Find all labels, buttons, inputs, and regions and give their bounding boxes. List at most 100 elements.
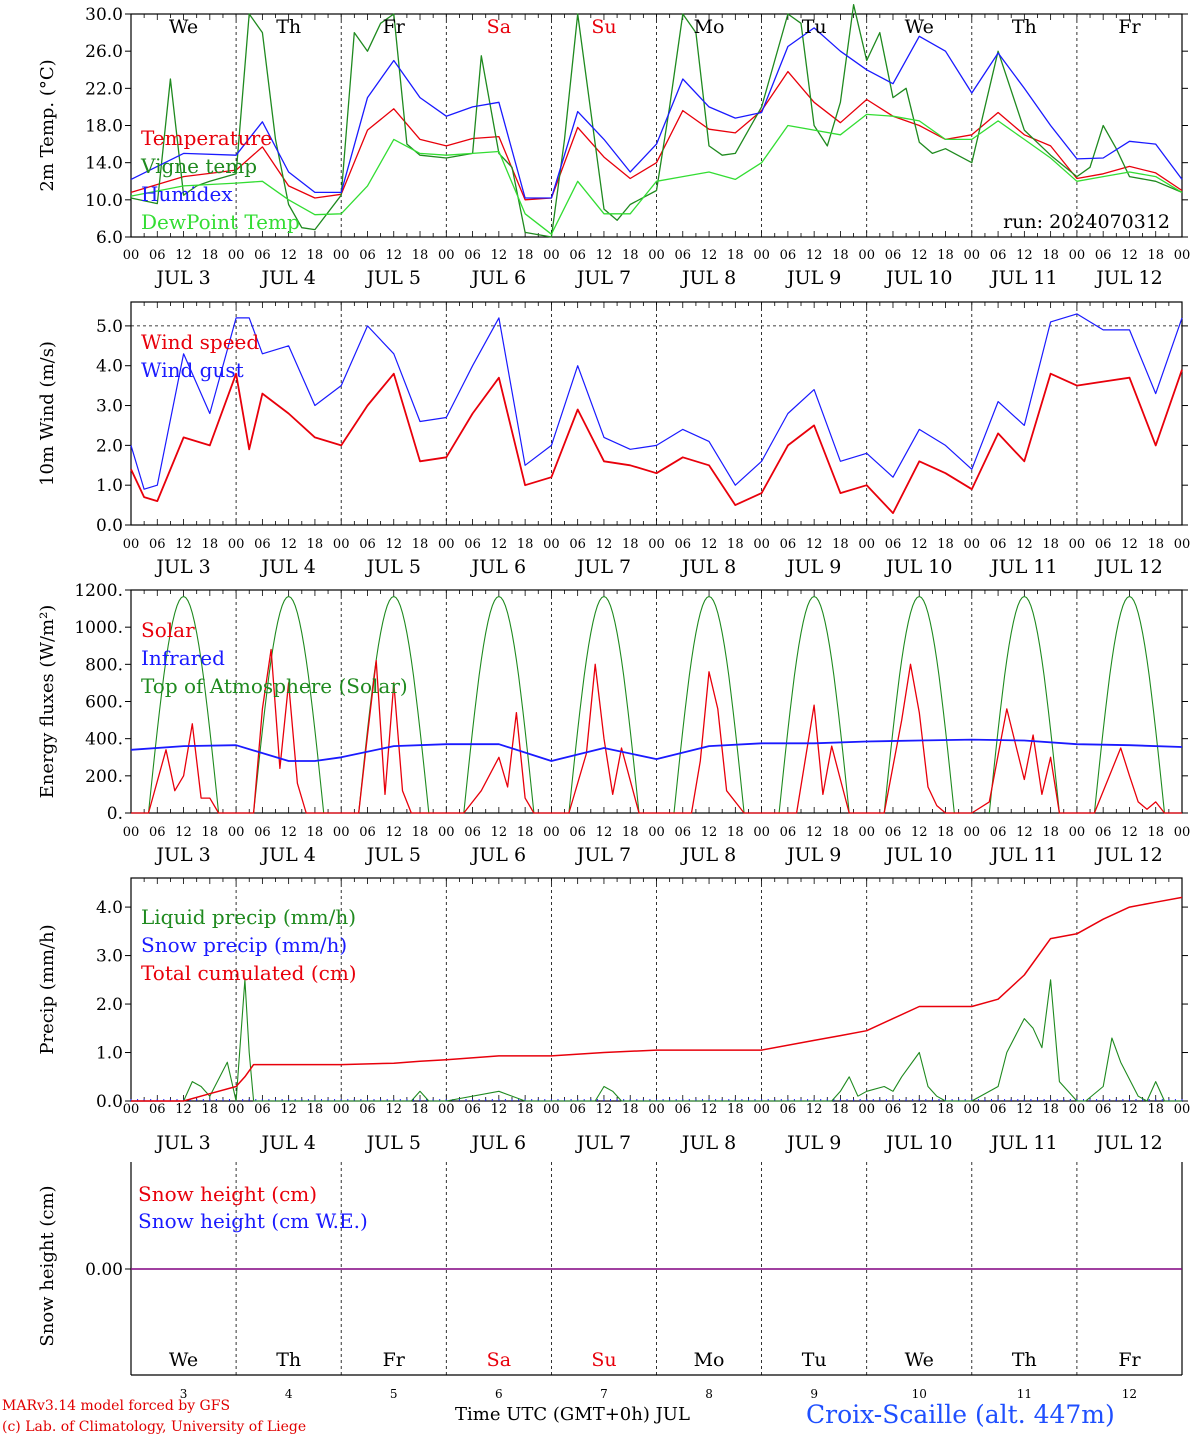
hour-tick-label: 18 xyxy=(517,825,534,840)
hour-tick-label: 18 xyxy=(202,1102,219,1117)
legend-entry: Wind gust xyxy=(141,358,244,382)
hour-tick-label: 06 xyxy=(359,1102,376,1117)
hour-tick-label: 18 xyxy=(307,248,324,263)
series-solar-line xyxy=(131,648,1182,814)
legend-entry: Snow height (cm) xyxy=(138,1182,317,1206)
hour-tick-label: 18 xyxy=(937,248,954,263)
hour-tick-label: 00 xyxy=(1069,1102,1086,1117)
hour-tick-label: 18 xyxy=(937,825,954,840)
hour-tick-label: 06 xyxy=(464,1102,481,1117)
hour-tick-label: 18 xyxy=(727,1102,744,1117)
hour-tick-label: 00 xyxy=(123,1102,140,1117)
y-tick-label: 0.0 xyxy=(96,1092,123,1112)
y-tick-label: 10.0 xyxy=(85,191,123,211)
hour-tick-label: 00 xyxy=(543,537,560,552)
weekday-label: We xyxy=(905,16,934,38)
date-label: JUL 8 xyxy=(680,844,736,866)
hour-tick-label: 12 xyxy=(175,825,192,840)
y-axis-label: Snow height (cm) xyxy=(37,1185,58,1346)
hour-tick-label: 12 xyxy=(1016,248,1033,263)
hour-tick-label: 06 xyxy=(990,537,1007,552)
hour-tick-label: 18 xyxy=(412,537,429,552)
legend-entry: Vigne temp xyxy=(140,154,257,178)
hour-tick-label: 18 xyxy=(307,537,324,552)
date-label: JUL 12 xyxy=(1094,556,1162,578)
hour-tick-label: 12 xyxy=(701,825,718,840)
station-name: Croix-Scaille (alt. 447m) xyxy=(806,1400,1115,1429)
hour-tick-label: 06 xyxy=(885,1102,902,1117)
date-label: JUL 10 xyxy=(884,267,952,289)
date-label: JUL 6 xyxy=(470,1132,526,1154)
y-tick-label: 0.0 xyxy=(96,516,123,536)
date-label: JUL 12 xyxy=(1094,844,1162,866)
series-infrared-line xyxy=(130,738,1183,762)
hour-tick-label: 00 xyxy=(123,248,140,263)
weekday-label: We xyxy=(169,16,198,38)
series-toa-solar-arc xyxy=(673,595,745,814)
hour-tick-label: 18 xyxy=(832,537,849,552)
hour-tick-label: 06 xyxy=(885,537,902,552)
y-axis-label: Energy fluxes (W/m²) xyxy=(37,605,58,799)
date-label: JUL 5 xyxy=(365,844,421,866)
hour-tick-label: 12 xyxy=(1016,1102,1033,1117)
hour-tick-label: 06 xyxy=(149,825,166,840)
date-label: JUL 8 xyxy=(680,267,736,289)
hour-tick-label: 00 xyxy=(333,1102,350,1117)
y-axis-label: 2m Temp. (°C) xyxy=(37,59,58,191)
date-label: JUL 9 xyxy=(785,1132,841,1154)
bottom-hour-ticks xyxy=(130,231,1183,237)
day-number-label: 9 xyxy=(810,1387,818,1401)
date-label: JUL 10 xyxy=(884,556,952,578)
hour-tick-label: 12 xyxy=(701,537,718,552)
hour-tick-label: 00 xyxy=(858,1102,875,1117)
hour-tick-label: 18 xyxy=(937,1102,954,1117)
hour-tick-label: 12 xyxy=(1121,248,1138,263)
weekday-label: Th xyxy=(276,16,301,38)
series-toa-solar-arc xyxy=(883,595,955,814)
day-number-label: 7 xyxy=(600,1387,608,1401)
date-label: JUL 11 xyxy=(989,1132,1057,1154)
hour-tick-label: 12 xyxy=(385,1102,402,1117)
y-tick-label: 800. xyxy=(85,655,123,675)
hour-tick-label: 12 xyxy=(1121,537,1138,552)
hour-tick-label: 18 xyxy=(832,1102,849,1117)
hour-tick-label: 12 xyxy=(701,248,718,263)
hour-tick-label: 12 xyxy=(280,825,297,840)
hour-tick-label: 12 xyxy=(701,1102,718,1117)
hour-tick-label: 18 xyxy=(412,825,429,840)
hour-tick-label: 12 xyxy=(806,1102,823,1117)
hour-tick-label: 12 xyxy=(491,1102,508,1117)
hour-tick-label: 18 xyxy=(1042,1102,1059,1117)
hour-tick-label: 12 xyxy=(385,248,402,263)
day-number-label: 11 xyxy=(1017,1387,1032,1401)
hour-tick-label: 06 xyxy=(1095,825,1112,840)
legend-entry: Humidex xyxy=(141,182,233,206)
hour-tick-label: 06 xyxy=(780,248,797,263)
hour-tick-label: 18 xyxy=(517,1102,534,1117)
date-label: JUL 8 xyxy=(680,1132,736,1154)
y-tick-label: 1.0 xyxy=(96,476,123,496)
hour-tick-label: 06 xyxy=(1095,537,1112,552)
hour-tick-label: 12 xyxy=(385,825,402,840)
date-label: JUL 11 xyxy=(989,267,1057,289)
hour-tick-label: 12 xyxy=(911,1102,928,1117)
hour-tick-label: 06 xyxy=(1095,248,1112,263)
hour-tick-label: 06 xyxy=(569,825,586,840)
hour-tick-label: 18 xyxy=(832,825,849,840)
hour-tick-label: 12 xyxy=(596,1102,613,1117)
date-label: JUL 5 xyxy=(365,556,421,578)
bottom-hour-ticks xyxy=(130,807,1183,813)
hour-tick-label: 00 xyxy=(1069,248,1086,263)
hour-tick-label: 12 xyxy=(596,537,613,552)
series-wind-speed-line xyxy=(130,369,1183,514)
hour-tick-label: 12 xyxy=(1121,1102,1138,1117)
weekday-label: Tu xyxy=(802,1349,827,1371)
date-label: JUL 10 xyxy=(884,1132,952,1154)
hour-tick-label: 18 xyxy=(1147,1102,1164,1117)
hour-tick-label: 12 xyxy=(1016,537,1033,552)
date-label: JUL 12 xyxy=(1094,1132,1162,1154)
y-tick-label: 18.0 xyxy=(85,117,123,137)
hour-tick-label: 18 xyxy=(412,248,429,263)
hour-tick-label: 18 xyxy=(517,537,534,552)
series-toa-solar-arc xyxy=(358,595,430,814)
